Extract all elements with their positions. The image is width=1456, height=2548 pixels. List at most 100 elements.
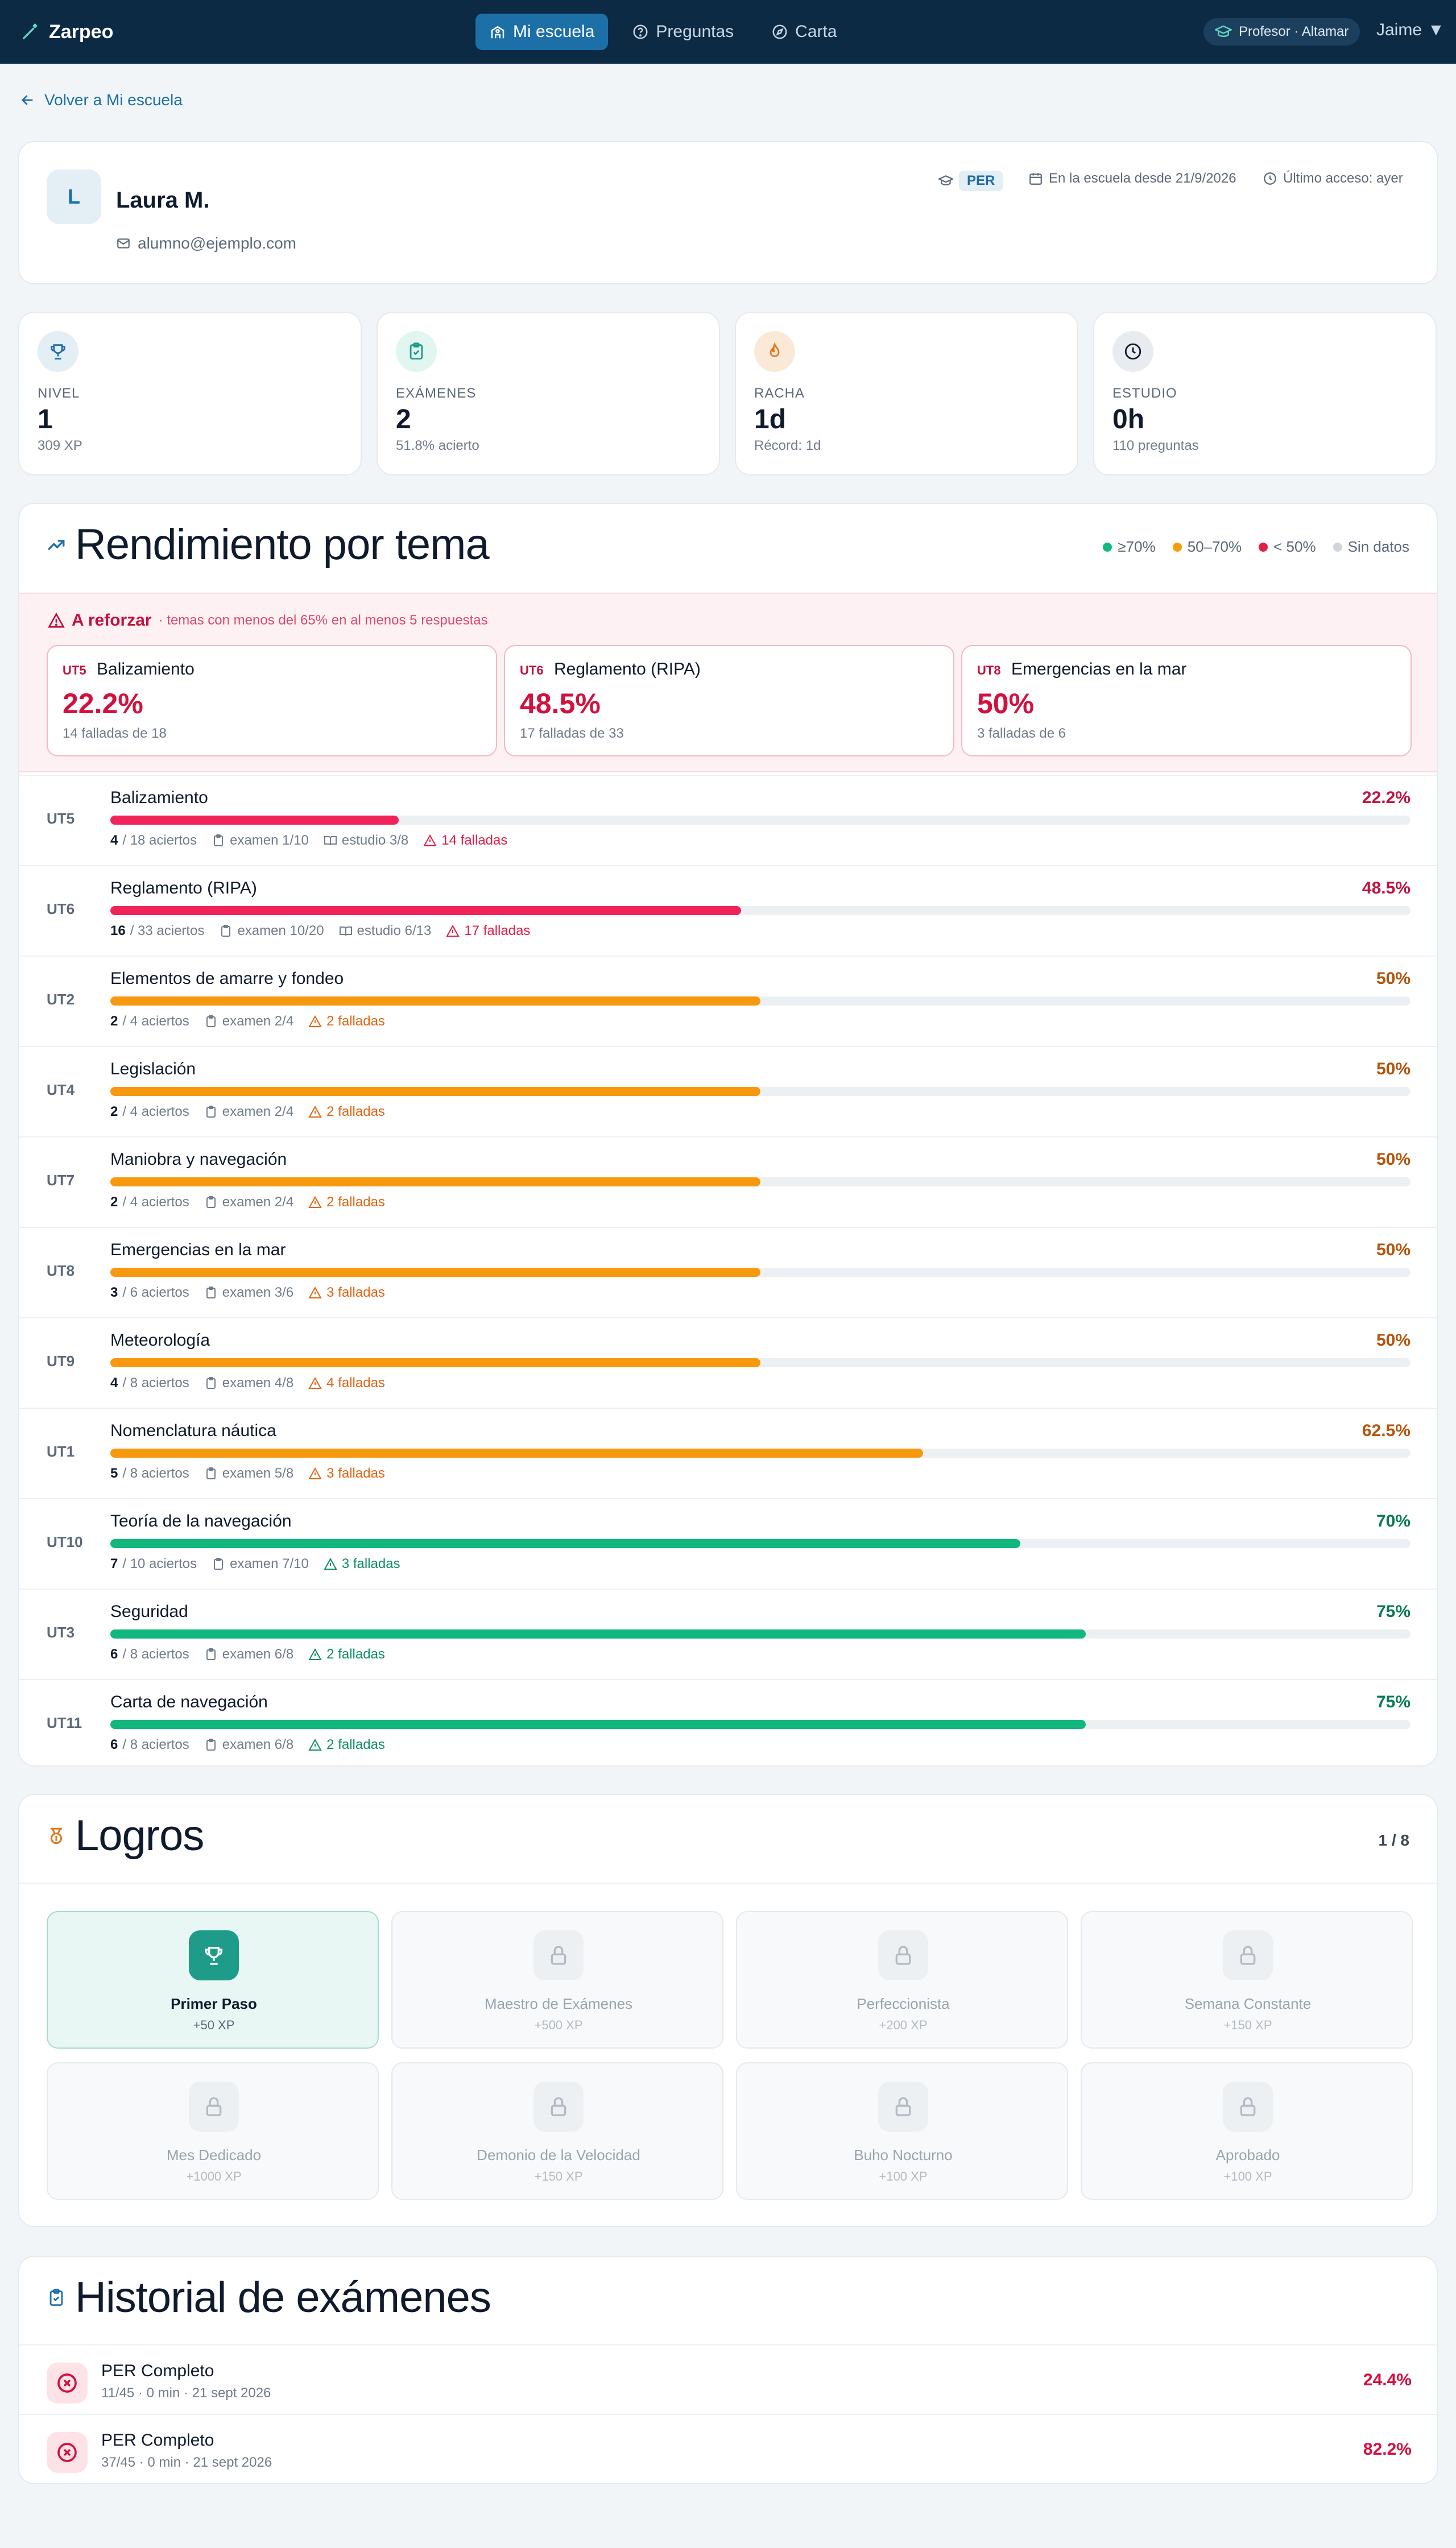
achievement-card[interactable]: Buho Nocturno +100 XP [736,2062,1068,2200]
topic-stats: 2/ 4 aciertos examen 2/4 2 falladas [110,1194,385,1210]
legend-label: Sin datos [1347,538,1409,555]
exam-count: examen 3/6 [204,1285,293,1301]
topic-row[interactable]: UT3 Seguridad 75% 6/ 8 aciertos examen 6/8 2 … [19,1589,1437,1679]
lock-icon [1240,2097,1256,2116]
achievement-card[interactable]: Aprobado +100 XP [1081,2062,1413,2200]
topic-pct: 50% [1376,1060,1410,1078]
topic-row[interactable]: UT2 Elementos de amarre y fondeo 50% 2/ 4 a… [19,956,1437,1046]
topic-row[interactable]: UT8 Emergencias en la mar 50% 3/ 6 aciertos… [19,1227,1437,1317]
clipboard-icon [206,1377,216,1389]
exam-row[interactable]: PER Completo 37/45 · 0 min · 21 sept 202… [19,2414,1439,2483]
exam-count: examen 2/4 [204,1194,293,1210]
school-icon [491,26,504,39]
reinforce-subtitle: · temas con menos del 65% en al menos 5 … [158,613,488,628]
failed-count: 2 falladas [308,1647,385,1662]
topic-name: Maniobra y navegación [110,1150,287,1169]
back-link-label: Volver a Mi escuela [44,91,183,109]
topic-row[interactable]: UT11 Carta de navegación 75% 6/ 8 aciertos e… [19,1679,1437,1765]
topic-row[interactable]: UT7 Maniobra y navegación 50% 2/ 4 aciertos… [19,1136,1437,1227]
topic-code: UT4 [47,1081,75,1098]
stat-card-exams: EXÁMENES 2 51.8% acierto [377,312,720,475]
achievement-card[interactable]: Primer Paso +50 XP [47,1911,379,2049]
correct-count: 6/ 8 aciertos [110,1737,189,1752]
brand-name: Zarpeo [49,20,114,43]
stat-card-streak: RACHA 1d Récord: 1d [735,312,1078,475]
alert-triangle-icon [324,1557,337,1570]
achievement-name: Perfeccionista [857,1995,950,2012]
wand-icon [22,23,38,40]
help-circle-icon [633,24,648,39]
achievement-icon-wrap [189,2082,239,2132]
topic-name: Seguridad [110,1602,188,1621]
achievement-name: Semana Constante [1184,1995,1312,2012]
exam-details: 37/45 · 0 min · 21 sept 2026 [101,2455,272,2470]
weak-topic-card[interactable]: UT8 Emergencias en la mar 50% 3 falladas… [961,645,1412,756]
topic-row[interactable]: UT5 Balizamiento 22.2% 4/ 18 aciertos examen… [19,775,1437,865]
user-menu[interactable]: Jaime ▼ [1376,20,1445,40]
brand[interactable]: Zarpeo [20,21,113,43]
nav-label: Mi escuela [513,22,595,41]
study-count: estudio 6/13 [339,923,431,939]
topic-name: Balizamiento [110,788,208,807]
stat-label: EXÁMENES [396,386,477,401]
topic-code: UT11 [47,1714,82,1731]
nav-mi-escuela[interactable]: Mi escuela [475,14,609,50]
stat-icon-wrap [754,331,795,372]
stat-label: RACHA [754,386,805,401]
clipboard-icon [206,1287,216,1298]
weak-topic-card[interactable]: UT6 Reglamento (RIPA) 48.5% 17 falladas … [504,645,954,756]
achievement-card[interactable]: Semana Constante +150 XP [1081,1911,1413,2049]
achievement-icon-wrap [1223,2082,1273,2132]
weak-topic-card[interactable]: UT5 Balizamiento 22.2% 14 falladas de 18 [47,645,497,756]
legend-label: ≥70% [1118,538,1156,555]
topic-pct: 50% [1376,969,1410,988]
alert-triangle-icon [308,1105,322,1118]
nav-preguntas[interactable]: Preguntas [618,14,747,50]
back-link[interactable]: Volver a Mi escuela [19,91,183,109]
progress-track [110,906,1410,915]
progress-fill [110,1629,1086,1639]
achievement-card[interactable]: Maestro de Exámenes +500 XP [391,1911,723,2049]
stat-value: 0h [1112,404,1145,435]
topic-row[interactable]: UT9 Meteorología 50% 4/ 8 aciertos examen 4/… [19,1317,1437,1408]
nav-carta[interactable]: Carta [758,14,850,50]
performance-legend: ≥70% 50–70% < 50% Sin datos [1103,538,1409,556]
topic-pct: 50% [1376,1240,1410,1259]
medal-icon [50,1827,63,1844]
book-icon [324,836,337,846]
role-badge[interactable]: Profesor · Altamar [1203,18,1360,46]
exam-count: examen 1/10 [212,833,309,849]
topic-stats: 16/ 33 aciertos examen 10/20 estudio 6/13 1… [110,923,530,939]
topic-row[interactable]: UT4 Legislación 50% 2/ 4 aciertos examen 2/4… [19,1046,1437,1136]
achievement-card[interactable]: Perfeccionista +200 XP [736,1911,1068,2049]
topic-row[interactable]: UT6 Reglamento (RIPA) 48.5% 16/ 33 aciertos… [19,865,1437,956]
topic-pct: 62.5% [1362,1421,1410,1440]
exam-status-wrap [47,2432,88,2473]
topic-code: UT9 [47,1352,75,1370]
achievement-name: Aprobado [1215,2146,1280,2164]
exam-row[interactable]: PER Completo 11/45 · 0 min · 21 sept 202… [19,2344,1439,2414]
correct-count: 2/ 4 aciertos [110,1014,189,1029]
failed-count: 2 falladas [308,1737,385,1753]
topic-code: UT6 [47,900,75,917]
topic-row[interactable]: UT10 Teoría de la navegación 70% 7/ 10 acie… [19,1498,1437,1589]
legend-item: Sin datos [1333,538,1409,556]
topic-code: UT5 [47,810,75,827]
clipboard-icon [214,834,224,846]
achievements-heading: Logros [47,1811,204,1860]
correct-count: 3/ 6 aciertos [110,1285,189,1300]
achievement-card[interactable]: Demonio de la Velocidad +150 XP [391,2062,723,2200]
lock-icon [895,2097,911,2116]
topic-stats: 2/ 4 aciertos examen 2/4 2 falladas [110,1014,385,1029]
achievement-card[interactable]: Mes Dedicado +1000 XP [47,2062,379,2200]
topic-row[interactable]: UT1 Nomenclatura náutica 62.5% 5/ 8 acierto… [19,1408,1437,1498]
progress-fill [110,1449,923,1458]
achievement-icon-wrap [533,1930,584,1980]
calendar-icon [1029,173,1042,185]
role-label: Profesor · Altamar [1239,24,1349,39]
correct-count: 4/ 8 aciertos [110,1375,189,1391]
achievement-xp: +50 XP [193,2018,235,2032]
topic-code: UT7 [47,1172,75,1189]
license-meta: PER [938,171,1003,191]
topic-name: Carta de navegación [110,1693,268,1711]
